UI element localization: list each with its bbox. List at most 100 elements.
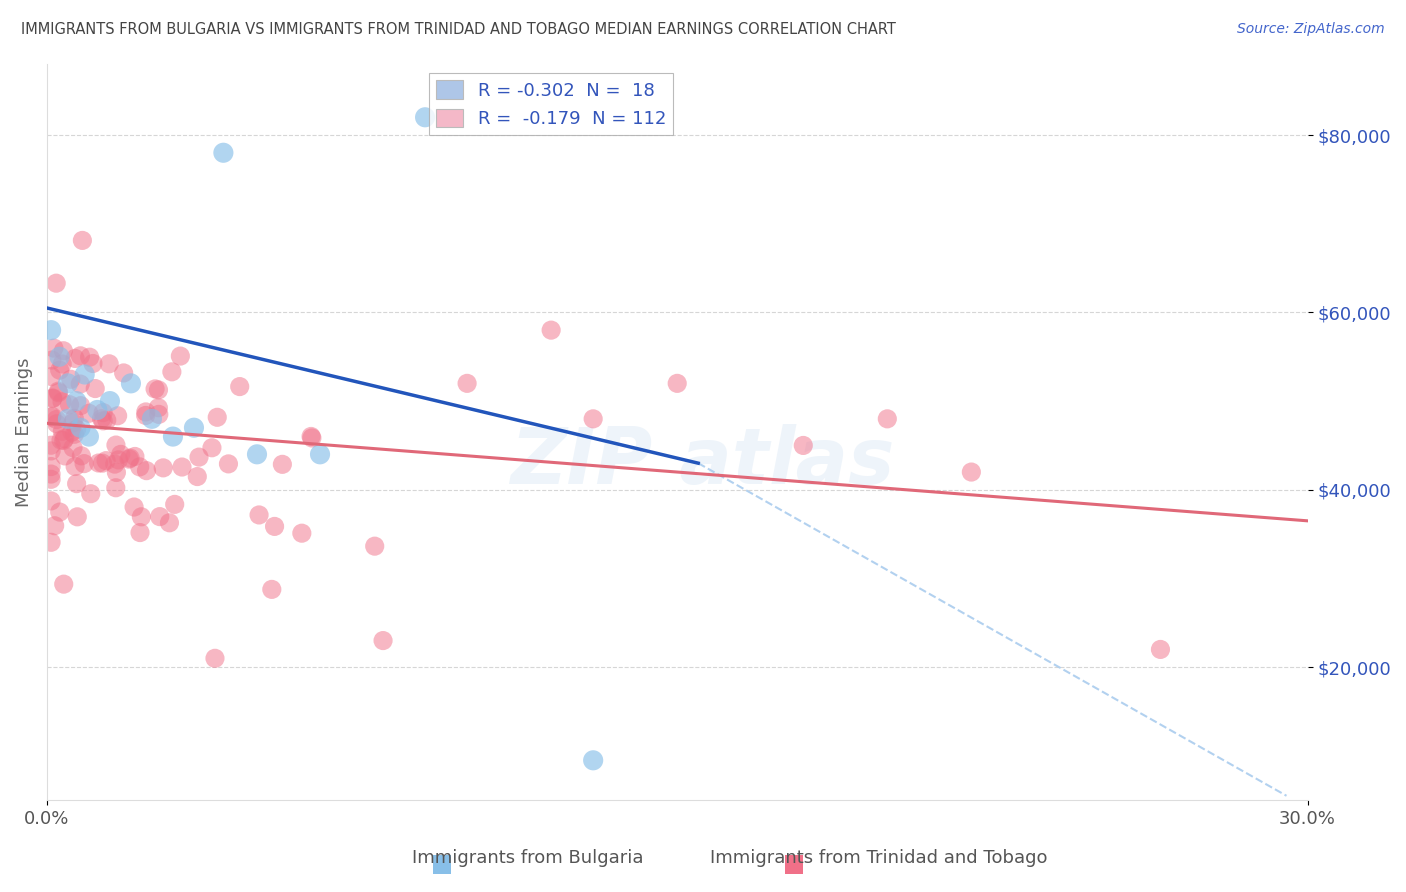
- Point: [94, 453, 117, 467]
- Point: [91, 406, 114, 420]
- Point: [124, 450, 146, 464]
- Point: [79, 350, 101, 364]
- Point: [291, 526, 314, 541]
- Point: [162, 429, 184, 443]
- Point: [371, 633, 394, 648]
- Point: [80, 487, 103, 501]
- Point: [456, 376, 478, 391]
- Point: [62, 416, 84, 430]
- Point: [163, 497, 186, 511]
- Point: [52, 434, 75, 448]
- Point: [186, 469, 208, 483]
- Y-axis label: Median Earnings: Median Earnings: [15, 358, 32, 507]
- Point: [98, 357, 121, 371]
- Point: [42, 341, 65, 355]
- Point: [104, 438, 127, 452]
- Point: [149, 509, 172, 524]
- Point: [364, 539, 387, 553]
- Point: [51, 357, 73, 371]
- Point: [309, 447, 332, 461]
- Point: [148, 383, 170, 397]
- Legend: R = -0.302  N =  18, R =  -0.179  N = 112: R = -0.302 N = 18, R = -0.179 N = 112: [429, 73, 673, 136]
- Point: [112, 366, 135, 380]
- Text: Immigrants from Trinidad and Tobago: Immigrants from Trinidad and Tobago: [710, 849, 1047, 867]
- Point: [152, 461, 174, 475]
- Point: [66, 422, 89, 436]
- Point: [160, 365, 183, 379]
- Point: [263, 519, 285, 533]
- Point: [131, 509, 153, 524]
- Point: [960, 465, 983, 479]
- Point: [135, 464, 157, 478]
- Point: [65, 394, 87, 409]
- Point: [39, 444, 62, 458]
- Point: [159, 516, 181, 530]
- Text: ZIP atlas: ZIP atlas: [510, 424, 894, 500]
- Point: [58, 398, 80, 412]
- Point: [73, 368, 96, 382]
- Point: [104, 481, 127, 495]
- Point: [63, 459, 86, 474]
- Text: Source: ZipAtlas.com: Source: ZipAtlas.com: [1237, 22, 1385, 37]
- Point: [87, 456, 110, 470]
- Point: [1149, 642, 1171, 657]
- Point: [148, 408, 170, 422]
- Point: [72, 234, 94, 248]
- Point: [48, 350, 70, 364]
- Point: [217, 457, 239, 471]
- Point: [70, 449, 93, 463]
- Point: [46, 384, 69, 399]
- Point: [666, 376, 689, 391]
- Point: [110, 447, 132, 461]
- Point: [96, 413, 118, 427]
- Point: [169, 349, 191, 363]
- Point: [143, 382, 166, 396]
- Point: [69, 349, 91, 363]
- Point: [42, 391, 65, 405]
- Point: [413, 110, 436, 124]
- Point: [271, 458, 294, 472]
- Point: [41, 409, 63, 424]
- Point: [59, 372, 82, 386]
- Point: [98, 394, 121, 409]
- Point: [45, 412, 67, 426]
- Point: [107, 453, 129, 467]
- Point: [52, 343, 75, 358]
- Text: IMMIGRANTS FROM BULGARIA VS IMMIGRANTS FROM TRINIDAD AND TOBAGO MEDIAN EARNINGS : IMMIGRANTS FROM BULGARIA VS IMMIGRANTS F…: [21, 22, 896, 37]
- Point: [201, 441, 224, 455]
- Point: [77, 406, 100, 420]
- Point: [41, 353, 63, 368]
- Point: [62, 441, 84, 455]
- Point: [82, 357, 104, 371]
- Point: [53, 449, 76, 463]
- Point: [229, 379, 252, 393]
- Point: [45, 276, 67, 290]
- Point: [51, 424, 73, 438]
- Point: [876, 412, 898, 426]
- Point: [246, 447, 269, 461]
- Point: [39, 410, 62, 425]
- Point: [69, 377, 91, 392]
- Point: [792, 438, 814, 452]
- Point: [212, 145, 235, 160]
- Point: [260, 582, 283, 597]
- Point: [120, 450, 142, 465]
- Point: [39, 494, 62, 508]
- Point: [60, 425, 83, 440]
- Point: [52, 577, 75, 591]
- Point: [63, 427, 86, 442]
- Point: [299, 429, 322, 443]
- Point: [204, 651, 226, 665]
- Point: [104, 457, 127, 471]
- Point: [39, 323, 62, 337]
- Point: [120, 376, 142, 391]
- Point: [48, 505, 70, 519]
- Point: [48, 363, 70, 377]
- Point: [69, 399, 91, 413]
- Point: [207, 410, 229, 425]
- Point: [91, 456, 114, 470]
- Point: [170, 460, 193, 475]
- Point: [41, 369, 63, 384]
- Point: [540, 323, 562, 337]
- Point: [135, 409, 157, 423]
